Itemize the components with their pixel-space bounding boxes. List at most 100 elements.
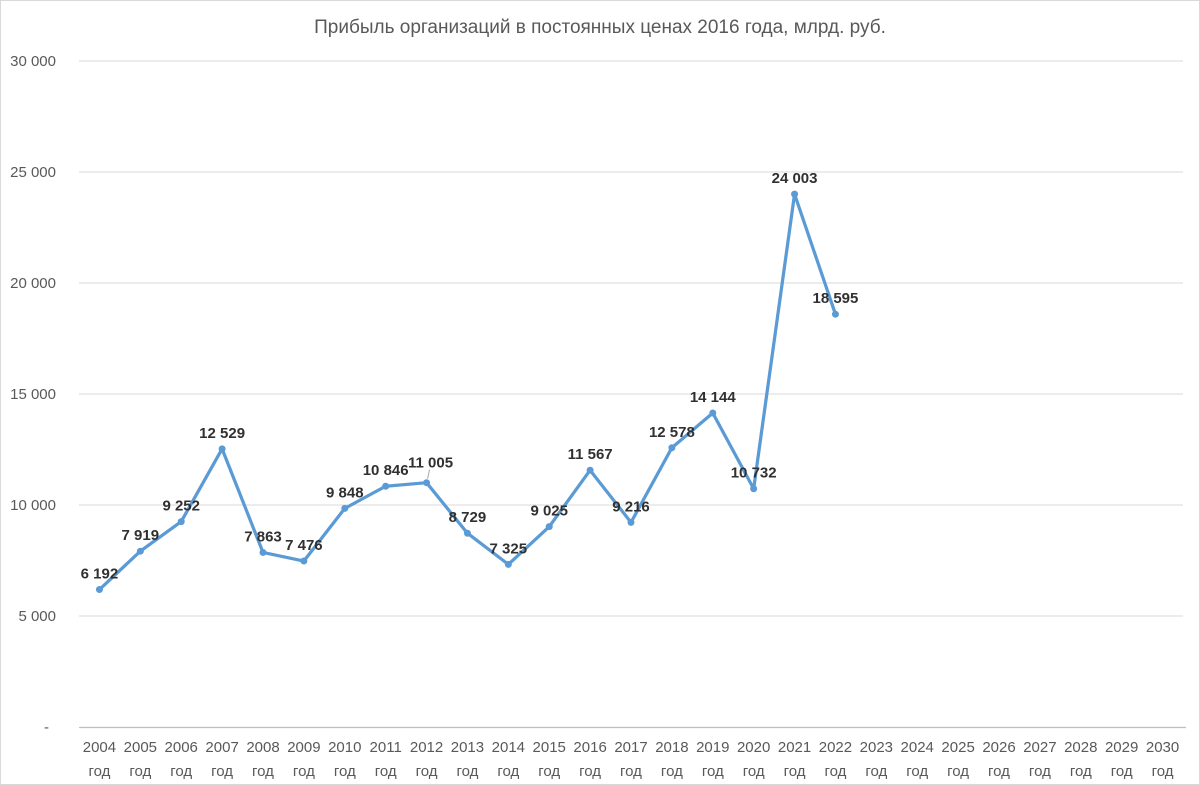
data-point-2021 (791, 190, 799, 198)
data-label-2007: 12 529 (199, 425, 245, 442)
x-axis-sublabel-2030: год (1152, 763, 1174, 780)
data-label-2009: 7 476 (285, 537, 323, 554)
data-label-2017: 9 216 (612, 498, 650, 515)
data-point-2022 (831, 310, 839, 318)
x-axis-label-2016: 2016 (573, 739, 606, 756)
data-point-2019 (709, 409, 717, 417)
x-axis-label-2022: 2022 (819, 739, 852, 756)
x-axis-label-2010: 2010 (328, 739, 361, 756)
data-label-2006: 9 252 (162, 498, 200, 515)
data-point-2008 (259, 548, 267, 556)
x-axis-label-2026: 2026 (982, 739, 1015, 756)
y-tick-label: 10 000 (10, 497, 56, 514)
x-axis-sublabel-2025: год (947, 763, 969, 780)
x-axis-label-2004: 2004 (83, 739, 116, 756)
data-label-2004: 6 192 (81, 566, 119, 583)
x-axis-sublabel-2005: год (129, 763, 151, 780)
x-axis-label-2023: 2023 (860, 739, 893, 756)
x-axis-label-2024: 2024 (901, 739, 934, 756)
x-axis-sublabel-2018: год (661, 763, 683, 780)
x-axis-sublabel-2007: год (211, 763, 233, 780)
x-axis-label-2013: 2013 (451, 739, 484, 756)
x-axis-label-2030: 2030 (1146, 739, 1179, 756)
x-axis-label-2015: 2015 (533, 739, 566, 756)
y-tick-label: 20 000 (10, 275, 56, 292)
x-axis-sublabel-2020: год (743, 763, 765, 780)
x-axis-label-2025: 2025 (941, 739, 974, 756)
data-point-2020 (750, 485, 758, 493)
data-label-2018: 12 578 (649, 424, 695, 441)
y-tick-label: 5 000 (18, 608, 56, 625)
x-axis-label-2018: 2018 (655, 739, 688, 756)
x-axis-label-2029: 2029 (1105, 739, 1138, 756)
x-axis-sublabel-2012: год (416, 763, 438, 780)
data-label-2016: 11 567 (568, 446, 613, 463)
x-axis-sublabel-2015: год (538, 763, 560, 780)
x-axis-sublabel-2026: год (988, 763, 1010, 780)
x-axis-sublabel-2022: год (824, 763, 846, 780)
data-label-2014: 7 325 (490, 540, 528, 557)
x-axis-label-2019: 2019 (696, 739, 729, 756)
x-axis-sublabel-2008: год (252, 763, 274, 780)
x-axis-label-2012: 2012 (410, 739, 443, 756)
x-axis-sublabel-2004: год (88, 763, 110, 780)
data-point-2011 (382, 482, 390, 490)
chart-title: Прибыль организаций в постоянных ценах 2… (314, 17, 886, 38)
y-tick-label: 30 000 (10, 53, 56, 70)
x-axis-sublabel-2019: год (702, 763, 724, 780)
data-label-2015: 9 025 (530, 503, 568, 520)
data-point-2017 (627, 518, 635, 526)
x-axis-label-2007: 2007 (205, 739, 238, 756)
x-axis-sublabel-2027: год (1029, 763, 1051, 780)
data-label-2013: 8 729 (449, 509, 487, 526)
x-axis-label-2027: 2027 (1023, 739, 1056, 756)
x-axis-label-2017: 2017 (614, 739, 647, 756)
data-label-2011: 10 846 (363, 462, 409, 479)
x-axis-label-2014: 2014 (492, 739, 525, 756)
data-point-2010 (341, 504, 349, 512)
data-label-2012: 11 005 (408, 455, 453, 472)
data-point-2015 (545, 523, 553, 531)
x-axis-sublabel-2006: год (170, 763, 192, 780)
x-axis-label-2005: 2005 (124, 739, 157, 756)
data-point-2006 (177, 518, 185, 526)
x-axis-sublabel-2021: год (784, 763, 806, 780)
x-axis-sublabel-2011: год (375, 763, 397, 780)
y-tick-label: 15 000 (10, 386, 56, 403)
x-axis-sublabel-2024: год (906, 763, 928, 780)
data-point-2013 (463, 529, 471, 537)
x-axis-label-2008: 2008 (246, 739, 279, 756)
x-axis-label-2021: 2021 (778, 739, 811, 756)
data-label-2008: 7 863 (244, 528, 282, 545)
data-point-2014 (504, 560, 512, 568)
x-axis-label-2011: 2011 (370, 739, 402, 756)
data-label-2005: 7 919 (122, 527, 160, 544)
x-axis-sublabel-2010: год (334, 763, 356, 780)
x-axis-sublabel-2016: год (579, 763, 601, 780)
data-point-2007 (218, 445, 226, 453)
data-point-2012 (423, 479, 431, 487)
y-tick-label: - (44, 719, 49, 736)
x-axis-sublabel-2028: год (1070, 763, 1092, 780)
data-point-2004 (95, 586, 103, 594)
x-axis-label-2020: 2020 (737, 739, 770, 756)
x-axis-label-2006: 2006 (165, 739, 198, 756)
x-axis-sublabel-2017: год (620, 763, 642, 780)
x-axis-sublabel-2023: год (865, 763, 887, 780)
data-point-2016 (586, 466, 594, 474)
x-axis-label-2028: 2028 (1064, 739, 1097, 756)
x-axis-sublabel-2009: год (293, 763, 315, 780)
data-label-2021: 24 003 (772, 170, 818, 187)
data-label-2019: 14 144 (690, 389, 737, 406)
data-point-2018 (668, 444, 676, 452)
data-label-2022: 18 595 (812, 290, 858, 307)
x-axis-sublabel-2029: год (1111, 763, 1133, 780)
y-tick-label: 25 000 (10, 164, 56, 181)
data-point-2009 (300, 557, 308, 565)
x-axis-sublabel-2014: год (497, 763, 519, 780)
x-axis-sublabel-2013: год (456, 763, 478, 780)
x-axis-label-2009: 2009 (287, 739, 320, 756)
data-label-2010: 9 848 (326, 484, 364, 501)
